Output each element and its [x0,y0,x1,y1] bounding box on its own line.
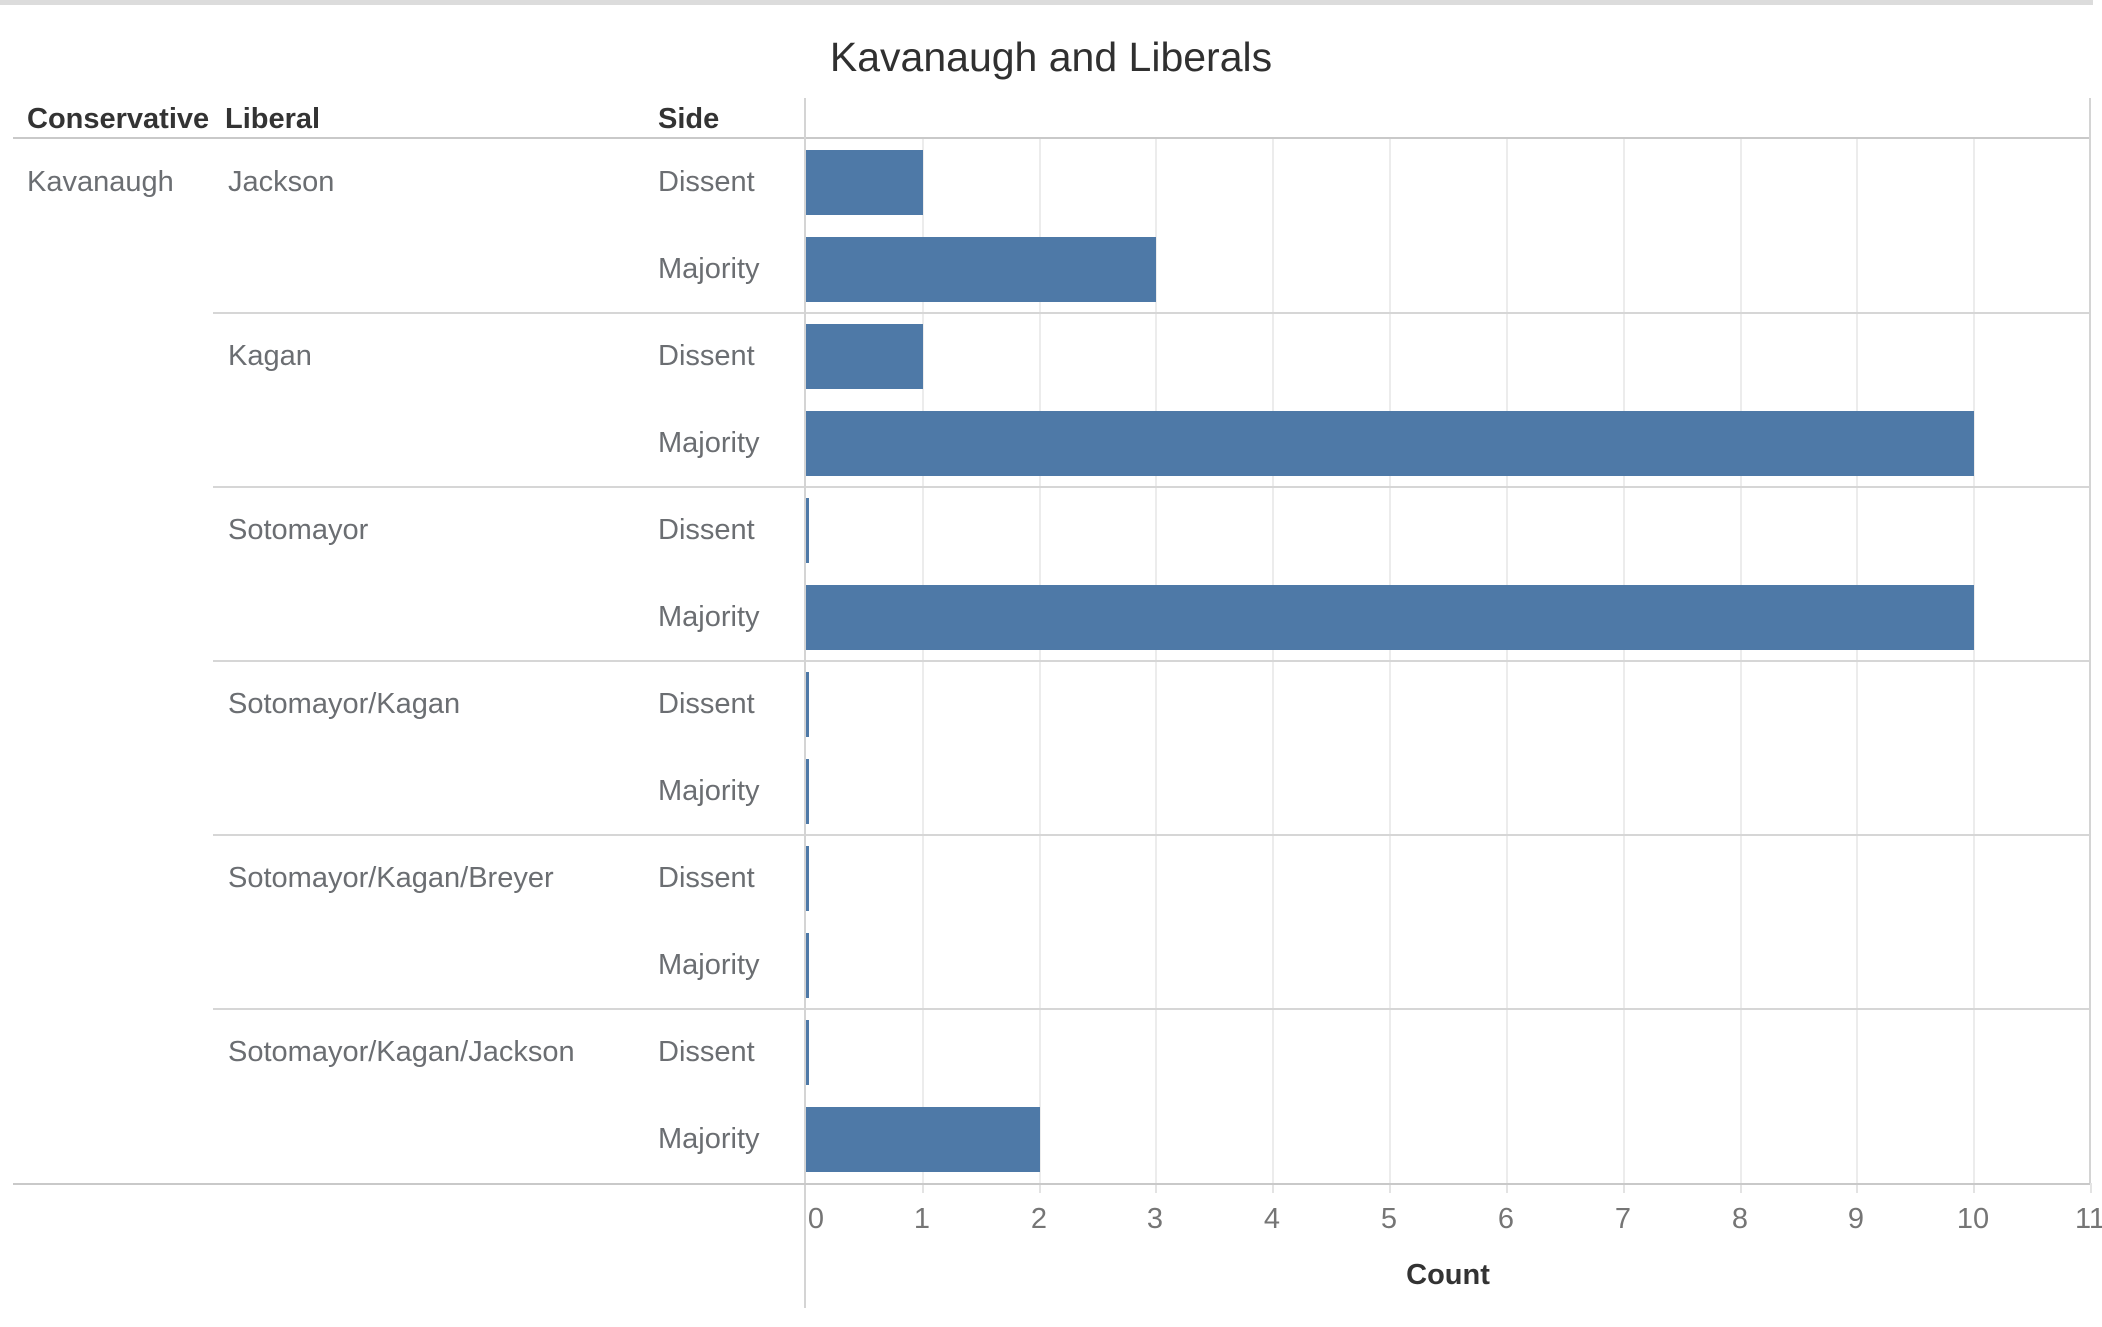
chart-bottom-border [13,1183,2090,1185]
tick-stub [1155,1183,1157,1193]
tick-stub [1740,1183,1742,1193]
column-header-liberal: Liberal [225,103,321,135]
x-tick-label: 5 [1380,1203,1398,1235]
tick-stub [1856,1183,1858,1193]
pane-separator [213,660,2090,662]
tick-stub [1623,1183,1625,1193]
x-tick-label: 10 [1956,1203,1990,1235]
side-label: Dissent [658,514,755,546]
bar[interactable] [806,846,809,911]
bar[interactable] [806,324,923,389]
x-tick-label: 6 [1497,1203,1515,1235]
liberal-label: Sotomayor [228,514,369,546]
liberal-label: Jackson [228,166,335,198]
side-label: Majority [658,775,760,807]
side-label: Dissent [658,688,755,720]
side-label: Dissent [658,340,755,372]
x-tick-label: 3 [1146,1203,1164,1235]
x-tick-label: 1 [913,1203,931,1235]
conservative-label: Kavanaugh [27,166,174,198]
pane-separator [213,312,2090,314]
x-tick-label: 0 [807,1203,825,1235]
pane-separator [213,834,2090,836]
side-label: Majority [658,253,760,285]
liberal-label: Kagan [228,340,312,372]
bar[interactable] [806,1020,809,1085]
bar[interactable] [806,933,809,998]
side-label: Majority [658,427,760,459]
column-header-conservative: Conservative [27,103,210,135]
column-header-side: Side [658,103,720,135]
top-divider-strip [0,0,2093,5]
x-tick-label: 7 [1614,1203,1632,1235]
pane-separator [213,486,2090,488]
side-label: Majority [658,1123,760,1155]
tick-stub [1506,1183,1508,1193]
tick-stub [1973,1183,1975,1193]
bar[interactable] [806,672,809,737]
pane-separator [213,1008,2090,1010]
bar[interactable] [806,498,809,563]
axis-line [804,98,806,1308]
bar[interactable] [806,1107,1040,1172]
tick-stub [2090,1183,2092,1193]
tick-stub [1272,1183,1274,1193]
chart-right-border [2089,98,2091,1183]
x-axis-title: Count [1406,1259,1490,1291]
bar[interactable] [806,585,1974,650]
x-tick-label: 4 [1263,1203,1281,1235]
bar[interactable] [806,759,809,824]
x-tick-label: 9 [1847,1203,1865,1235]
side-label: Dissent [658,862,755,894]
bar[interactable] [806,150,923,215]
bar[interactable] [806,411,1974,476]
liberal-label: Sotomayor/Kagan/Jackson [228,1036,575,1068]
liberal-label: Sotomayor/Kagan/Breyer [228,862,554,894]
side-label: Majority [658,601,760,633]
liberal-label: Sotomayor/Kagan [228,688,461,720]
header-rule [13,137,2090,139]
side-label: Dissent [658,1036,755,1068]
x-tick-label: 2 [1030,1203,1048,1235]
tick-stub [922,1183,924,1193]
tick-stub [1389,1183,1391,1193]
chart-title: Kavanaugh and Liberals [829,34,1273,80]
x-tick-label: 8 [1731,1203,1749,1235]
tick-stub [1039,1183,1041,1193]
bar[interactable] [806,237,1156,302]
side-label: Majority [658,949,760,981]
side-label: Dissent [658,166,755,198]
x-tick-label: 11 [2074,1203,2102,1235]
